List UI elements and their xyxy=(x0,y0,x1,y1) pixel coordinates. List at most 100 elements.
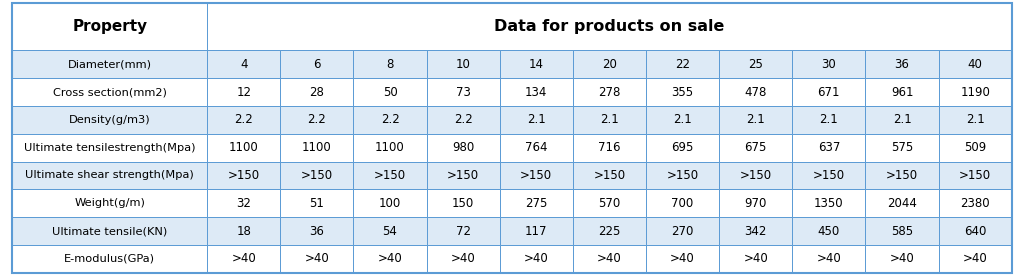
Bar xyxy=(353,161,427,189)
Text: 25: 25 xyxy=(749,58,763,71)
Text: 1100: 1100 xyxy=(229,141,259,154)
Bar xyxy=(939,217,1012,245)
Bar xyxy=(427,78,500,106)
Bar xyxy=(500,51,572,78)
Bar xyxy=(353,245,427,273)
Bar xyxy=(500,161,572,189)
Bar xyxy=(281,161,353,189)
Text: 2.1: 2.1 xyxy=(527,113,546,126)
Bar xyxy=(793,217,865,245)
Bar xyxy=(572,78,646,106)
Bar xyxy=(207,3,1012,51)
Text: 1350: 1350 xyxy=(814,197,844,210)
Text: >150: >150 xyxy=(374,169,407,182)
Text: 14: 14 xyxy=(528,58,544,71)
Bar xyxy=(572,106,646,134)
Text: >150: >150 xyxy=(667,169,698,182)
Text: 22: 22 xyxy=(675,58,690,71)
Text: 671: 671 xyxy=(817,86,840,99)
Text: 20: 20 xyxy=(602,58,616,71)
Bar xyxy=(281,134,353,161)
Text: >40: >40 xyxy=(816,252,842,265)
Bar xyxy=(500,78,572,106)
Text: >40: >40 xyxy=(378,252,402,265)
Bar xyxy=(646,245,719,273)
Text: >40: >40 xyxy=(451,252,475,265)
Bar xyxy=(572,245,646,273)
Bar xyxy=(500,245,572,273)
Text: 32: 32 xyxy=(237,197,251,210)
Text: >150: >150 xyxy=(813,169,845,182)
Bar xyxy=(719,217,793,245)
Text: 134: 134 xyxy=(525,86,548,99)
Text: 18: 18 xyxy=(237,224,251,238)
Bar xyxy=(281,78,353,106)
Bar xyxy=(719,51,793,78)
Bar xyxy=(207,78,281,106)
Bar xyxy=(939,51,1012,78)
Text: 695: 695 xyxy=(672,141,694,154)
Text: >150: >150 xyxy=(447,169,479,182)
Text: 585: 585 xyxy=(891,224,913,238)
Bar xyxy=(865,161,939,189)
Text: 73: 73 xyxy=(456,86,471,99)
Text: 54: 54 xyxy=(383,224,397,238)
Text: Weight(g/m): Weight(g/m) xyxy=(75,198,145,208)
Bar xyxy=(427,51,500,78)
Text: 575: 575 xyxy=(891,141,913,154)
Bar xyxy=(207,134,281,161)
Bar xyxy=(353,189,427,217)
Text: 2.1: 2.1 xyxy=(673,113,692,126)
Bar xyxy=(939,78,1012,106)
Text: 275: 275 xyxy=(525,197,548,210)
Bar xyxy=(427,106,500,134)
Bar xyxy=(939,161,1012,189)
Text: Property: Property xyxy=(72,19,147,34)
Text: 36: 36 xyxy=(895,58,909,71)
Text: 28: 28 xyxy=(309,86,325,99)
Bar xyxy=(572,161,646,189)
Text: >40: >40 xyxy=(304,252,330,265)
Bar xyxy=(281,106,353,134)
Text: 764: 764 xyxy=(525,141,548,154)
Text: 2.1: 2.1 xyxy=(819,113,839,126)
Bar xyxy=(12,78,207,106)
Text: 2380: 2380 xyxy=(961,197,990,210)
Bar xyxy=(719,106,793,134)
Text: 509: 509 xyxy=(964,141,986,154)
Bar xyxy=(865,51,939,78)
Bar xyxy=(353,51,427,78)
Text: 10: 10 xyxy=(456,58,471,71)
Text: 2.1: 2.1 xyxy=(893,113,911,126)
Bar xyxy=(793,189,865,217)
Bar xyxy=(572,217,646,245)
Bar xyxy=(646,106,719,134)
Text: Density(g/m3): Density(g/m3) xyxy=(69,115,151,125)
Bar xyxy=(427,134,500,161)
Text: >150: >150 xyxy=(301,169,333,182)
Bar xyxy=(353,106,427,134)
Text: 675: 675 xyxy=(744,141,767,154)
Text: 2.1: 2.1 xyxy=(746,113,765,126)
Text: 2.2: 2.2 xyxy=(234,113,253,126)
Text: Diameter(mm): Diameter(mm) xyxy=(68,59,152,69)
Bar xyxy=(865,217,939,245)
Text: >150: >150 xyxy=(227,169,260,182)
Bar xyxy=(719,245,793,273)
Text: >40: >40 xyxy=(597,252,622,265)
Bar xyxy=(939,245,1012,273)
Text: >40: >40 xyxy=(524,252,549,265)
Bar xyxy=(719,189,793,217)
Text: 640: 640 xyxy=(964,224,986,238)
Bar xyxy=(646,217,719,245)
Text: 1100: 1100 xyxy=(375,141,404,154)
Text: 961: 961 xyxy=(891,86,913,99)
Text: 1190: 1190 xyxy=(961,86,990,99)
Bar xyxy=(281,245,353,273)
Bar xyxy=(12,51,207,78)
Bar xyxy=(12,134,207,161)
Bar xyxy=(12,3,207,51)
Text: 36: 36 xyxy=(309,224,325,238)
Text: 980: 980 xyxy=(452,141,474,154)
Bar xyxy=(719,78,793,106)
